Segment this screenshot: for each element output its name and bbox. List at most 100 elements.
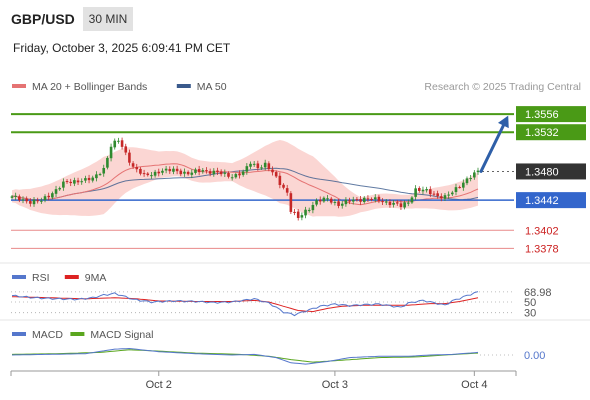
rsi-level-label-50: 50	[524, 297, 536, 309]
rsi-line	[11, 291, 479, 317]
candle-body	[469, 178, 472, 180]
candle-body	[172, 168, 175, 172]
candle-body	[69, 181, 73, 184]
candle-body	[278, 175, 282, 186]
candle-body	[473, 172, 476, 178]
candle-body	[307, 209, 311, 211]
candle-body	[91, 177, 95, 181]
ma50-line	[11, 167, 479, 201]
candle-body	[333, 201, 337, 203]
candle-body	[216, 170, 219, 173]
candle-body	[311, 204, 315, 211]
candle-body	[282, 184, 285, 188]
candle-body	[451, 192, 454, 195]
candle-body	[252, 163, 256, 165]
candle-body	[260, 167, 263, 169]
candle-body	[249, 163, 252, 167]
candle-body	[58, 188, 62, 190]
candle-body	[458, 187, 461, 189]
candle-body	[337, 201, 340, 206]
candle-body	[14, 195, 17, 197]
rsi-ma-line	[11, 296, 479, 313]
macd-level-label-0.00: 0.00	[524, 350, 545, 362]
candle-body	[153, 171, 157, 176]
candle-body	[425, 189, 428, 191]
candle-body	[285, 188, 289, 193]
rsi-level-label-30: 30	[524, 308, 536, 320]
candle-body	[117, 140, 120, 142]
macd-legend-label-1: MACD Signal	[90, 329, 153, 341]
candle-body	[359, 199, 362, 202]
candle-body	[124, 146, 128, 153]
candle-body	[205, 170, 208, 172]
candle-body	[351, 199, 355, 202]
candle-body	[348, 200, 351, 202]
candle-body	[179, 170, 183, 175]
level-tag-1.3442	[516, 192, 586, 209]
timeframe-badge[interactable]: 30 MIN	[83, 7, 133, 31]
candle-body	[95, 174, 98, 179]
candle-body	[340, 203, 344, 206]
candle-body	[76, 180, 80, 183]
candle-body	[274, 172, 278, 177]
candle-body	[462, 182, 465, 188]
ma20-line	[11, 163, 479, 206]
candle-body	[142, 173, 146, 175]
candle-body	[355, 199, 359, 201]
candle-body	[168, 169, 172, 172]
x-tick-label-Oct 2: Oct 2	[146, 379, 172, 391]
rsi-legend-swatch-0	[12, 275, 26, 279]
candle-body	[403, 202, 406, 208]
legend-swatch-1	[176, 84, 191, 88]
rsi-legend-swatch-1	[64, 275, 79, 279]
candle-body	[410, 197, 414, 203]
candle-body	[318, 199, 322, 202]
candle-body	[190, 172, 194, 175]
candle-body	[465, 178, 469, 184]
candle-body	[238, 173, 241, 176]
candle-body	[128, 152, 131, 163]
x-tick-label-Oct 3: Oct 3	[322, 379, 348, 391]
candle-body	[381, 201, 384, 203]
chart-header: GBP/USD 30 MIN Friday, October 3, 2025 6…	[0, 0, 590, 80]
candle-body	[208, 171, 212, 174]
candle-body	[373, 197, 377, 200]
candle-body	[440, 196, 443, 199]
candle-body	[476, 170, 480, 173]
candle-body	[230, 177, 234, 179]
macd-legend-swatch-1	[70, 332, 85, 336]
candle-body	[120, 140, 124, 147]
symbol-title: GBP/USD	[11, 11, 75, 27]
candle-body	[194, 169, 197, 173]
rsi-level-label-68.98: 68.98	[524, 287, 552, 299]
x-tick-label-Oct 4: Oct 4	[461, 379, 487, 391]
candle-body	[18, 196, 21, 201]
timestamp: Friday, October 3, 2025 6:09:41 PM CET	[13, 41, 231, 55]
candle-body	[392, 202, 395, 205]
candle-body	[164, 168, 168, 171]
legend-label-0: MA 20 + Bollinger Bands	[32, 81, 147, 93]
candle-body	[271, 169, 274, 173]
candle-body	[183, 171, 186, 174]
candle-body	[443, 195, 447, 199]
macd-legend-swatch-0	[12, 332, 26, 336]
candle-body	[436, 193, 439, 197]
candle-body	[87, 177, 91, 181]
candle-body	[54, 189, 58, 194]
candle-body	[267, 163, 271, 170]
candle-body	[197, 169, 201, 173]
credit-text: Research © 2025 Trading Central	[424, 81, 581, 93]
candle-body	[131, 163, 135, 167]
candle-body	[40, 200, 43, 202]
candle-body	[344, 199, 348, 205]
candle-body	[80, 181, 84, 183]
candle-body	[201, 170, 205, 172]
level-label-1.3402: 1.3402	[525, 225, 559, 237]
candle-body	[241, 171, 245, 175]
candle-body	[135, 167, 139, 170]
rsi-legend-label-0: RSI	[32, 272, 50, 284]
legend-label-1: MA 50	[197, 81, 227, 93]
candle-body	[65, 181, 69, 183]
candle-body	[36, 200, 39, 202]
candle-body	[43, 196, 47, 201]
